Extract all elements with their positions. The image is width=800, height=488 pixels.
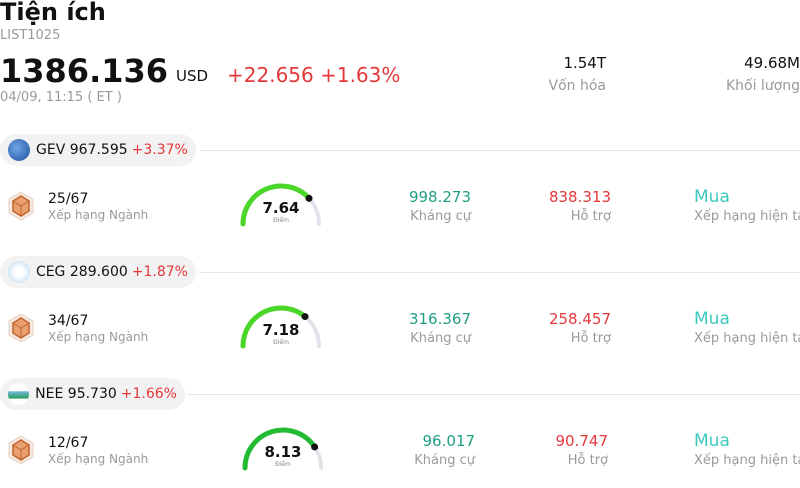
resistance-value: 96.017 [422,432,476,450]
ticker-pill[interactable]: NEE 95.730 +1.66% [0,378,185,410]
current-rating: Mua [694,187,730,207]
price-change: +22.656 +1.63% [227,63,401,87]
support-label: Hỗ trợ [567,453,608,468]
score-label: Điểm [273,217,289,224]
ticker-change-pct: +1.87% [131,264,188,280]
support-label: Hỗ trợ [570,209,611,224]
ticker-change-pct: +3.37% [131,142,188,158]
currency-label: USD [176,67,209,85]
resistance-value: 316.367 [408,310,471,328]
resistance-label: Kháng cự [410,209,471,224]
page-title: Tiện ích [0,0,106,26]
ge-vernova-logo-icon [8,139,30,161]
industry-rank-value: 25/67 [48,191,89,207]
timestamp: 04/09, 11:15 ( ET ) [0,90,122,105]
score-gauge [240,183,321,227]
support-value: 258.457 [548,310,611,328]
ticker-pill[interactable]: GEV 967.595 +3.37% [0,134,196,166]
index-price: 1386.136 [0,52,169,90]
current-rating-label: Xếp hạng hiện tại [694,209,800,224]
score-label: Điểm [275,461,291,468]
support-value: 838.313 [548,188,611,206]
ticker-price: 289.600 [69,264,128,280]
current-rating-label: Xếp hạng hiện tại [694,453,800,468]
volume-label: Khối lượng [725,78,800,94]
resistance-value: 998.273 [408,188,471,206]
market-cap-value: 1.54T [563,54,606,72]
nextera-logo-icon [8,383,30,405]
ticker-change-pct: +1.66% [120,386,177,402]
ticker-price: 967.595 [69,142,128,158]
resistance-label: Kháng cự [410,331,471,346]
current-rating: Mua [694,431,730,451]
volume-value: 49.68M [744,54,800,72]
divider [200,150,800,151]
support-label: Hỗ trợ [570,331,611,346]
score-gauge [242,427,323,471]
score-gauge-fill [240,183,312,227]
ticker-symbol: GEV [36,142,66,158]
ticker-symbol: NEE [35,386,64,402]
score-gauge-marker [301,313,309,321]
ticker-price: 95.730 [67,386,117,402]
ticker-symbol: CEG [35,264,66,280]
industry-rank-label: Xếp hạng Ngành [48,452,149,466]
industry-rank-icon [8,191,34,221]
score-gauge-fill [240,305,308,349]
current-rating: Mua [694,309,730,329]
industry-rank-value: 34/67 [48,313,89,329]
constellation-logo-icon [8,261,30,283]
industry-rank-value: 12/67 [48,435,89,451]
list-code: LIST1025 [0,28,61,43]
ticker-pill[interactable]: CEG 289.600 +1.87% [0,256,196,288]
score-value: 8.13 [264,443,302,461]
divider [188,394,800,395]
support-value: 90.747 [555,432,609,450]
industry-rank-label: Xếp hạng Ngành [48,330,149,344]
current-rating-label: Xếp hạng hiện tại [694,331,800,346]
score-gauge-fill [242,427,318,471]
industry-rank-label: Xếp hạng Ngành [48,208,149,222]
score-gauge-marker [305,194,313,202]
divider [200,272,800,273]
market-cap-label: Vốn hóa [548,78,606,94]
resistance-label: Kháng cự [414,453,475,468]
score-label: Điểm [273,339,289,346]
score-gauge-marker [311,443,319,451]
industry-rank-icon [8,313,34,343]
score-value: 7.18 [262,321,300,339]
score-value: 7.64 [262,199,300,217]
industry-rank-icon [8,435,34,465]
score-gauge [240,305,321,349]
